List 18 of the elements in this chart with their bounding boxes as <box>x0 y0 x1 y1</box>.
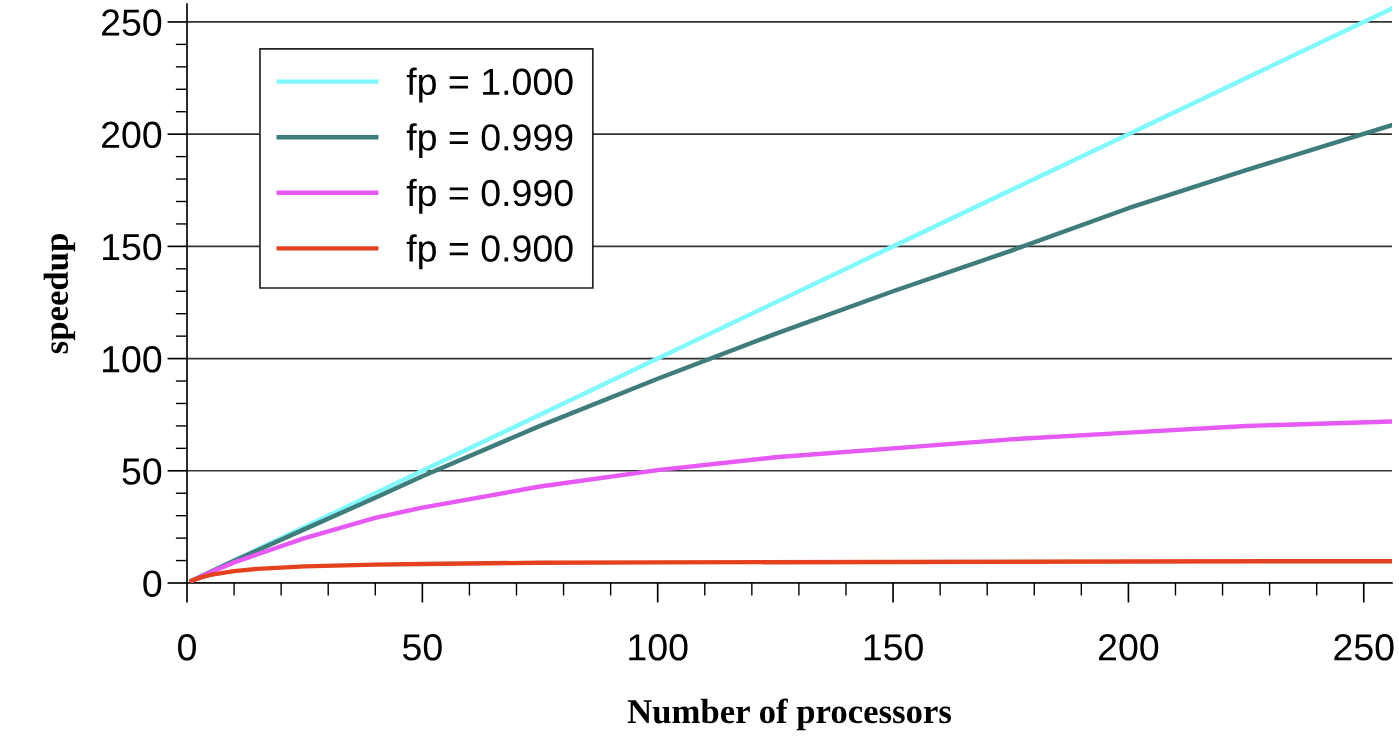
y-tick-label: 50 <box>122 458 162 485</box>
x-tick-label: 250 <box>1334 633 1394 661</box>
x-tick-label: 200 <box>1099 633 1159 661</box>
y-tick-label: 100 <box>102 345 162 373</box>
y-tick-label: 250 <box>102 9 162 36</box>
y-tick-label: 200 <box>102 121 162 149</box>
legend-label: fp = 1.000 <box>406 67 573 103</box>
y-tick-label: 0 <box>143 570 162 597</box>
y-axis-title: speedup <box>43 234 76 354</box>
x-tick-label: 50 <box>403 633 442 661</box>
y-tick-label: 150 <box>102 233 162 261</box>
x-tick-label: 100 <box>629 633 688 661</box>
legend-label: fp = 0.999 <box>406 123 573 159</box>
legend-label: fp = 0.900 <box>406 234 573 270</box>
legend-label: fp = 0.990 <box>406 178 573 214</box>
x-axis-title: Number of processors <box>627 698 952 731</box>
x-tick-label: 0 <box>178 633 196 661</box>
x-tick-label: 150 <box>864 633 923 661</box>
